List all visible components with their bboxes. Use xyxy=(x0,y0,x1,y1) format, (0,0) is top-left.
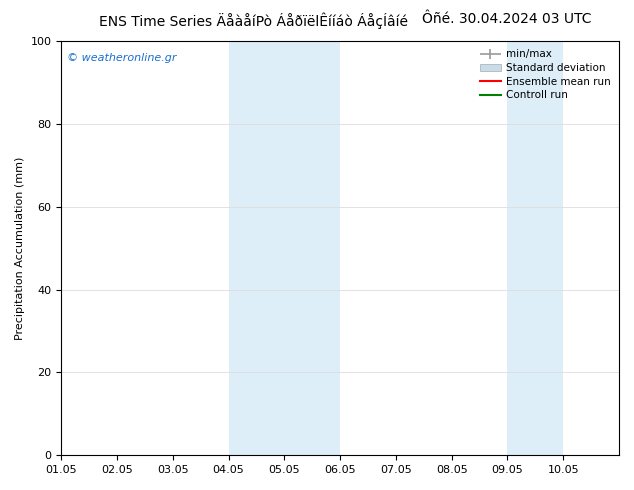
Bar xyxy=(507,41,563,455)
Y-axis label: Precipitation Accumulation (mm): Precipitation Accumulation (mm) xyxy=(15,156,25,340)
Legend: min/max, Standard deviation, Ensemble mean run, Controll run: min/max, Standard deviation, Ensemble me… xyxy=(477,46,614,103)
Text: © weatheronline.gr: © weatheronline.gr xyxy=(67,53,176,64)
Text: Ôñé. 30.04.2024 03 UTC: Ôñé. 30.04.2024 03 UTC xyxy=(422,12,592,26)
Bar xyxy=(229,41,340,455)
Text: ENS Time Series ÄåàåíPò ÁåðïëlÊííáò ÁåçÍâíé: ENS Time Series ÄåàåíPò ÁåðïëlÊííáò ÁåçÍ… xyxy=(99,12,408,29)
